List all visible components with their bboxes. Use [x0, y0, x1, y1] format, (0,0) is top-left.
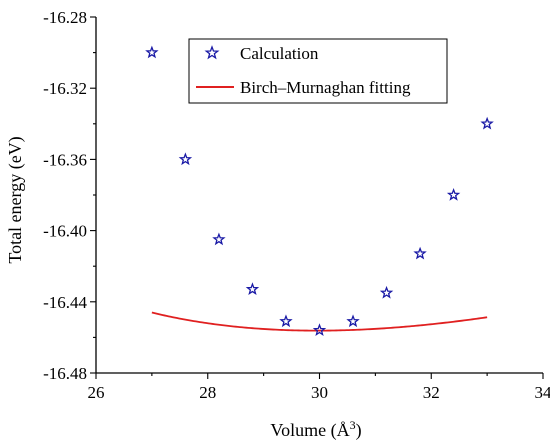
data-point: [312, 323, 327, 336]
data-point: [413, 246, 427, 260]
x-tick-label: 28: [199, 383, 216, 402]
plot-area: [145, 45, 494, 336]
data-point: [212, 232, 226, 246]
data-point: [480, 116, 494, 130]
legend-label-calculation: Calculation: [240, 44, 319, 63]
y-tick-label: -16.36: [43, 150, 87, 169]
legend-box: [188, 38, 448, 104]
y-tick-label: -16.32: [43, 79, 87, 98]
x-tick-label: 34: [535, 383, 550, 402]
data-point: [245, 282, 260, 296]
legend-label-fitting: Birch–Murnaghan fitting: [240, 78, 411, 97]
data-point: [446, 187, 461, 201]
data-point: [279, 314, 293, 328]
x-tick-label: 32: [423, 383, 440, 402]
data-point: [178, 152, 193, 166]
y-tick-label: -16.48: [43, 364, 87, 383]
x-axis-title-suffix: ): [356, 420, 362, 441]
data-point: [145, 45, 159, 59]
x-axis-title: Volume (Å3): [270, 418, 361, 441]
legend-marker-calculation: [204, 45, 220, 60]
axes: 26 28 30 32 34 -16.28 -16.32 -16.36 -16.40 -16.44…: [43, 8, 550, 402]
x-axis-title-main: Volume (Å: [270, 420, 349, 441]
legend: Calculation Birch–Murnaghan fitting: [188, 38, 448, 104]
fit-curve: [151, 311, 488, 332]
x-tick-label: 30: [311, 383, 328, 402]
x-axis-title-superscript: 3: [350, 418, 356, 432]
x-tick-label: 26: [88, 383, 105, 402]
y-tick-label: -16.28: [43, 8, 87, 27]
y-tick-label: -16.40: [43, 222, 87, 241]
y-tick-label: -16.44: [43, 293, 87, 312]
y-axis-title: Total energy (eV): [5, 136, 26, 263]
data-point: [379, 285, 394, 299]
data-point: [346, 314, 360, 328]
